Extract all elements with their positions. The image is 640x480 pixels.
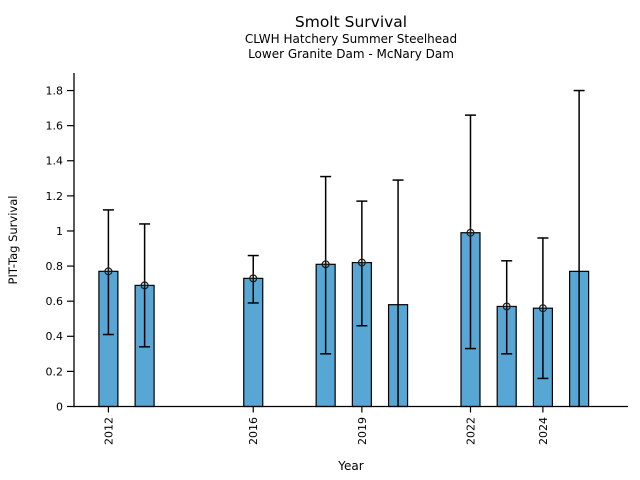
point-marker-2013 <box>140 281 149 290</box>
y-tick-label-0.6: 0.6 <box>46 295 64 308</box>
y-tick-label-0.2: 0.2 <box>46 365 64 378</box>
x-axis-label: Year <box>337 459 363 473</box>
plot-area: 0 0.2 0.4 0.6 0.8 1 1.2 1.4 1.6 1.8 2012 2016 2019 20… <box>46 73 628 445</box>
y-axis-label: PIT-Tag Survival <box>6 196 20 285</box>
x-tick-label-2019: 2019 <box>356 417 369 445</box>
y-tick-label-1.2: 1.2 <box>46 190 64 203</box>
point-marker-2016 <box>249 274 258 283</box>
x-tick-label-2016: 2016 <box>247 417 260 445</box>
point-marker-2019 <box>357 258 366 267</box>
y-tick-label-1.8: 1.8 <box>46 84 64 97</box>
x-tick-label-2012: 2012 <box>102 417 115 445</box>
chart-subtitle-species: CLWH Hatchery Summer Steelhead <box>245 32 457 46</box>
y-tick-label-1.4: 1.4 <box>46 155 64 168</box>
y-tick-label-0.8: 0.8 <box>46 260 64 273</box>
x-tick-label-2024: 2024 <box>537 417 550 445</box>
point-marker-2018 <box>321 260 330 269</box>
point-marker-2022 <box>466 228 475 237</box>
point-marker-2023 <box>502 302 511 311</box>
y-tick-label-1.6: 1.6 <box>46 120 64 133</box>
y-tick-label-0.4: 0.4 <box>46 330 64 343</box>
chart-title: Smolt Survival <box>295 13 407 31</box>
chart-subtitle-reach: Lower Granite Dam - McNary Dam <box>248 47 454 61</box>
y-tick-label-1: 1 <box>56 225 63 238</box>
point-marker-2024 <box>538 304 547 313</box>
point-marker-2012 <box>104 267 113 276</box>
y-tick-label-0: 0 <box>56 400 63 413</box>
x-tick-label-2022: 2022 <box>464 417 477 445</box>
